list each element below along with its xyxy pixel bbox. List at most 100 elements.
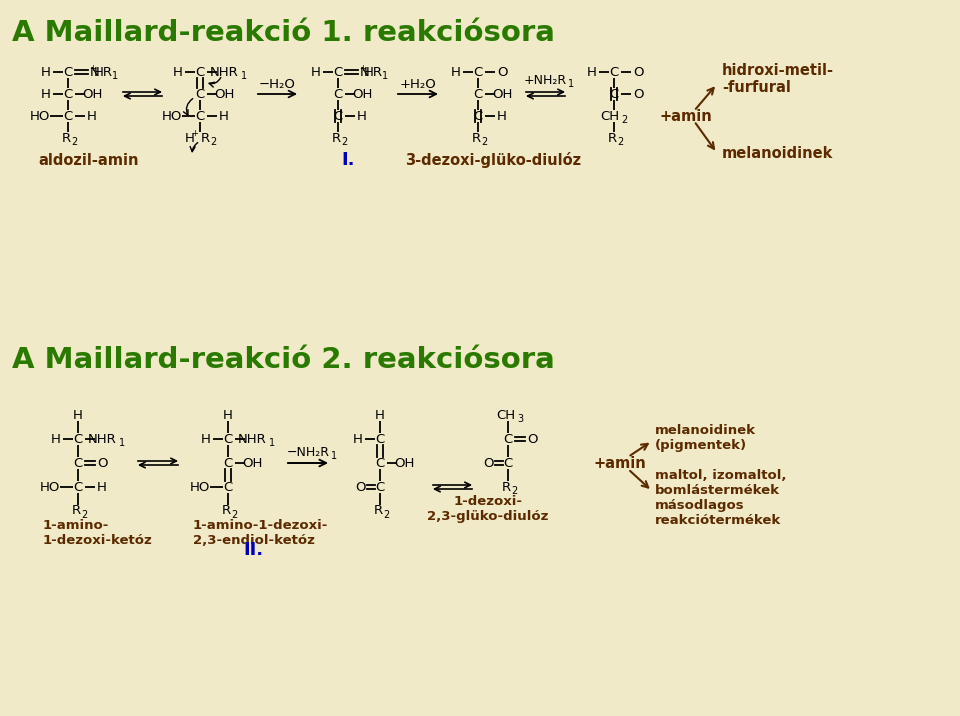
Text: O: O <box>355 480 365 493</box>
Text: H: H <box>311 65 321 79</box>
Text: C: C <box>473 65 483 79</box>
Text: C: C <box>63 110 73 122</box>
Text: H: H <box>73 409 83 422</box>
Text: R: R <box>471 132 481 145</box>
Text: C: C <box>375 457 385 470</box>
Text: N: N <box>90 65 100 79</box>
Text: HO: HO <box>162 110 182 122</box>
Text: +: + <box>89 64 96 72</box>
Text: hidroxi-metil-
-furfural: hidroxi-metil- -furfural <box>722 63 834 95</box>
Text: I.: I. <box>341 151 355 169</box>
Text: C: C <box>196 65 204 79</box>
Text: C: C <box>63 87 73 100</box>
Text: NHR: NHR <box>238 432 266 445</box>
Text: H: H <box>97 480 107 493</box>
Text: NHR: NHR <box>87 432 116 445</box>
Text: C: C <box>610 87 618 100</box>
Text: melanoidinek
(pigmentek): melanoidinek (pigmentek) <box>655 424 756 452</box>
Text: melanoidinek: melanoidinek <box>722 145 833 160</box>
Text: R: R <box>61 132 71 145</box>
Text: 1-amino-
1-dezoxi-ketóz: 1-amino- 1-dezoxi-ketóz <box>43 519 153 547</box>
Text: H: H <box>173 65 183 79</box>
Text: 1-dezoxi-
2,3-glüko-diulóz: 1-dezoxi- 2,3-glüko-diulóz <box>427 495 549 523</box>
Text: H: H <box>223 409 233 422</box>
Text: +amin: +amin <box>660 109 712 123</box>
Text: CH: CH <box>496 409 516 422</box>
Text: HR: HR <box>93 65 112 79</box>
Text: C: C <box>333 65 343 79</box>
Text: 2: 2 <box>481 137 487 147</box>
Text: H: H <box>497 110 507 122</box>
Text: 1-amino-1-dezoxi-
2,3-endiol-ketóz: 1-amino-1-dezoxi- 2,3-endiol-ketóz <box>193 519 328 547</box>
Text: CH: CH <box>600 110 619 122</box>
Text: C: C <box>503 432 513 445</box>
Text: 1: 1 <box>241 71 247 81</box>
Text: OH: OH <box>492 87 513 100</box>
Text: 2: 2 <box>341 137 348 147</box>
Text: HO: HO <box>190 480 210 493</box>
Text: H: H <box>51 432 60 445</box>
Text: H: H <box>219 110 228 122</box>
Text: OH: OH <box>82 87 102 100</box>
Text: H: H <box>41 87 51 100</box>
Text: H: H <box>375 409 385 422</box>
Text: O: O <box>97 457 108 470</box>
Text: C: C <box>333 87 343 100</box>
Text: A Maillard-reakció 1. reakciósora: A Maillard-reakció 1. reakciósora <box>12 19 555 47</box>
Text: H: H <box>451 65 461 79</box>
Text: maltol, izomaltol,
bomlástermékek
másodlagos
reakciótermékek: maltol, izomaltol, bomlástermékek másodl… <box>655 469 786 527</box>
Text: II.: II. <box>243 541 263 559</box>
Text: O: O <box>633 87 643 100</box>
Text: C: C <box>73 432 83 445</box>
Text: +amin: +amin <box>593 455 646 470</box>
Text: 2: 2 <box>81 510 87 520</box>
Text: OH: OH <box>214 87 234 100</box>
Text: OH: OH <box>351 87 372 100</box>
Text: 2: 2 <box>230 510 237 520</box>
Text: +: + <box>360 64 367 72</box>
Text: C: C <box>473 110 483 122</box>
Text: C: C <box>73 480 83 493</box>
Text: C: C <box>196 110 204 122</box>
Text: A Maillard-reakció 2. reakciósora: A Maillard-reakció 2. reakciósora <box>12 346 555 374</box>
Text: 3: 3 <box>516 414 523 424</box>
Text: C: C <box>473 87 483 100</box>
Text: C: C <box>224 480 232 493</box>
Text: 1: 1 <box>331 451 337 461</box>
Text: R: R <box>373 505 383 518</box>
Text: 2: 2 <box>621 115 627 125</box>
Text: R: R <box>201 132 209 145</box>
Text: HO: HO <box>30 110 50 122</box>
Text: R: R <box>222 505 230 518</box>
Text: NHR: NHR <box>209 65 238 79</box>
Text: C: C <box>63 65 73 79</box>
Text: OH: OH <box>242 457 262 470</box>
Text: H: H <box>41 65 51 79</box>
Text: 1: 1 <box>568 79 574 89</box>
Text: +H₂O: +H₂O <box>399 77 437 90</box>
Text: O: O <box>496 65 507 79</box>
Text: 2: 2 <box>383 510 389 520</box>
Text: HO: HO <box>39 480 60 493</box>
Text: C: C <box>224 457 232 470</box>
Text: aldozil-amin: aldozil-amin <box>38 153 138 168</box>
Text: H: H <box>185 132 195 145</box>
Text: O: O <box>483 457 493 470</box>
Text: C: C <box>375 480 385 493</box>
Text: 2: 2 <box>210 137 216 147</box>
Text: O: O <box>527 432 538 445</box>
Text: HR: HR <box>364 65 382 79</box>
Text: C: C <box>196 87 204 100</box>
Text: +: + <box>192 128 199 137</box>
Text: C: C <box>224 432 232 445</box>
Text: C: C <box>610 65 618 79</box>
Text: 3-dezoxi-glüko-diulóz: 3-dezoxi-glüko-diulóz <box>405 152 581 168</box>
Text: 2: 2 <box>71 137 77 147</box>
Text: H: H <box>357 110 367 122</box>
Text: 1: 1 <box>119 438 125 448</box>
Text: R: R <box>331 132 341 145</box>
Text: R: R <box>501 480 511 493</box>
Text: −H₂O: −H₂O <box>258 77 296 90</box>
Text: O: O <box>633 65 643 79</box>
Text: H: H <box>201 432 211 445</box>
